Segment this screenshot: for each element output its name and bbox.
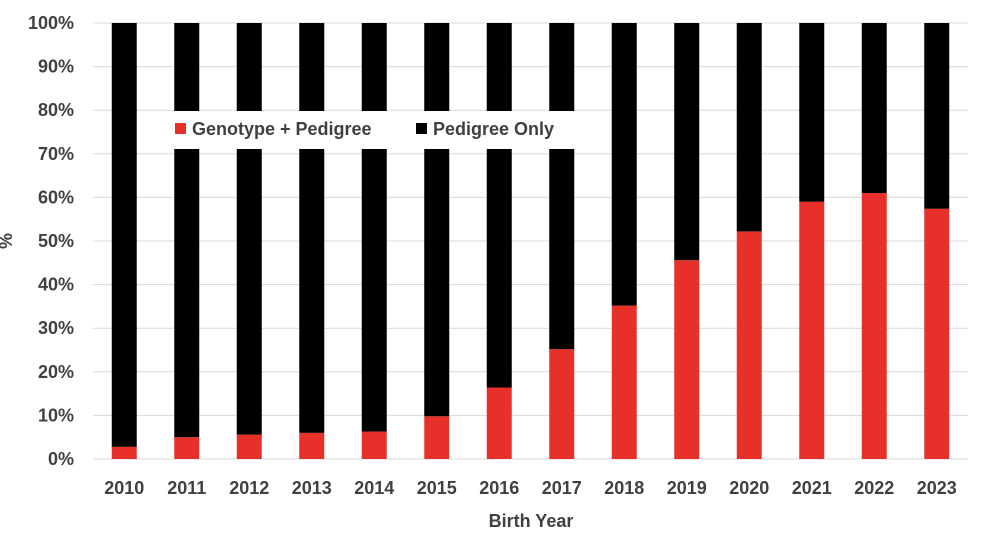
x-tick-label: 2021 bbox=[792, 478, 832, 498]
y-tick-label: 100% bbox=[28, 13, 74, 33]
bar-segment bbox=[486, 23, 512, 388]
bar-segment bbox=[861, 23, 887, 194]
y-tick-label: 40% bbox=[38, 275, 74, 295]
bar-segment bbox=[549, 23, 575, 350]
x-tick-label: 2023 bbox=[917, 478, 957, 498]
bar-segment bbox=[861, 193, 887, 460]
bar-segment bbox=[111, 23, 137, 447]
y-tick-label: 20% bbox=[38, 362, 74, 382]
x-tick-label: 2014 bbox=[354, 478, 394, 498]
x-tick-label: 2018 bbox=[604, 478, 644, 498]
legend-label: Genotype + Pedigree bbox=[192, 119, 372, 139]
bar-segment bbox=[799, 201, 825, 459]
legend: Genotype + Pedigree Pedigree Only bbox=[160, 111, 588, 149]
bar-segment bbox=[174, 23, 200, 438]
x-tick-label: 2016 bbox=[479, 478, 519, 498]
bar-segment bbox=[361, 23, 387, 432]
bar-segment bbox=[924, 23, 950, 209]
bar-segment bbox=[236, 434, 262, 459]
bar-segment bbox=[424, 416, 450, 459]
y-tick-label: 60% bbox=[38, 187, 74, 207]
x-tick-label: 2019 bbox=[667, 478, 707, 498]
x-tick-label: 2022 bbox=[854, 478, 894, 498]
gridlines bbox=[93, 22, 968, 460]
bar-segment bbox=[236, 23, 262, 435]
bar-segment bbox=[361, 431, 387, 459]
bar-segment bbox=[611, 23, 637, 306]
x-tick-label: 2015 bbox=[417, 478, 457, 498]
bar-segment bbox=[611, 305, 637, 459]
x-axis-ticks: 2010 2011 2012 2013 2014 2015 2016 2017 2018 2019… bbox=[104, 478, 957, 498]
bars bbox=[111, 23, 950, 460]
bar-segment bbox=[674, 260, 700, 459]
bar-segment bbox=[174, 437, 200, 459]
legend-label: Pedigree Only bbox=[433, 119, 554, 139]
y-axis-title: % bbox=[0, 233, 16, 249]
y-axis-ticks: 0% 10% 20% 30% 40% 50% 60% 70% 80% 90% 100% bbox=[28, 13, 74, 469]
bar-segment bbox=[674, 23, 700, 261]
x-axis-title: Birth Year bbox=[489, 511, 574, 531]
y-tick-label: 0% bbox=[48, 449, 74, 469]
bar-segment bbox=[424, 23, 450, 417]
x-tick-label: 2010 bbox=[104, 478, 144, 498]
x-tick-label: 2020 bbox=[729, 478, 769, 498]
y-tick-label: 90% bbox=[38, 57, 74, 77]
bar-segment bbox=[736, 231, 762, 459]
bar-segment bbox=[111, 446, 137, 459]
y-tick-label: 30% bbox=[38, 318, 74, 338]
y-tick-label: 10% bbox=[38, 405, 74, 425]
legend-swatch bbox=[416, 123, 427, 134]
bar-segment bbox=[549, 349, 575, 459]
x-tick-label: 2012 bbox=[229, 478, 269, 498]
y-tick-label: 70% bbox=[38, 144, 74, 164]
bar-segment bbox=[299, 432, 325, 459]
legend-box bbox=[160, 111, 588, 149]
bar-segment bbox=[299, 23, 325, 433]
x-tick-label: 2013 bbox=[292, 478, 332, 498]
bar-segment bbox=[486, 387, 512, 459]
x-tick-label: 2017 bbox=[542, 478, 582, 498]
y-tick-label: 80% bbox=[38, 100, 74, 120]
bar-segment bbox=[924, 208, 950, 459]
bar-segment bbox=[736, 23, 762, 232]
bar-segment bbox=[799, 23, 825, 202]
x-tick-label: 2011 bbox=[167, 478, 206, 498]
legend-swatch bbox=[175, 123, 186, 134]
y-tick-label: 50% bbox=[38, 231, 74, 251]
